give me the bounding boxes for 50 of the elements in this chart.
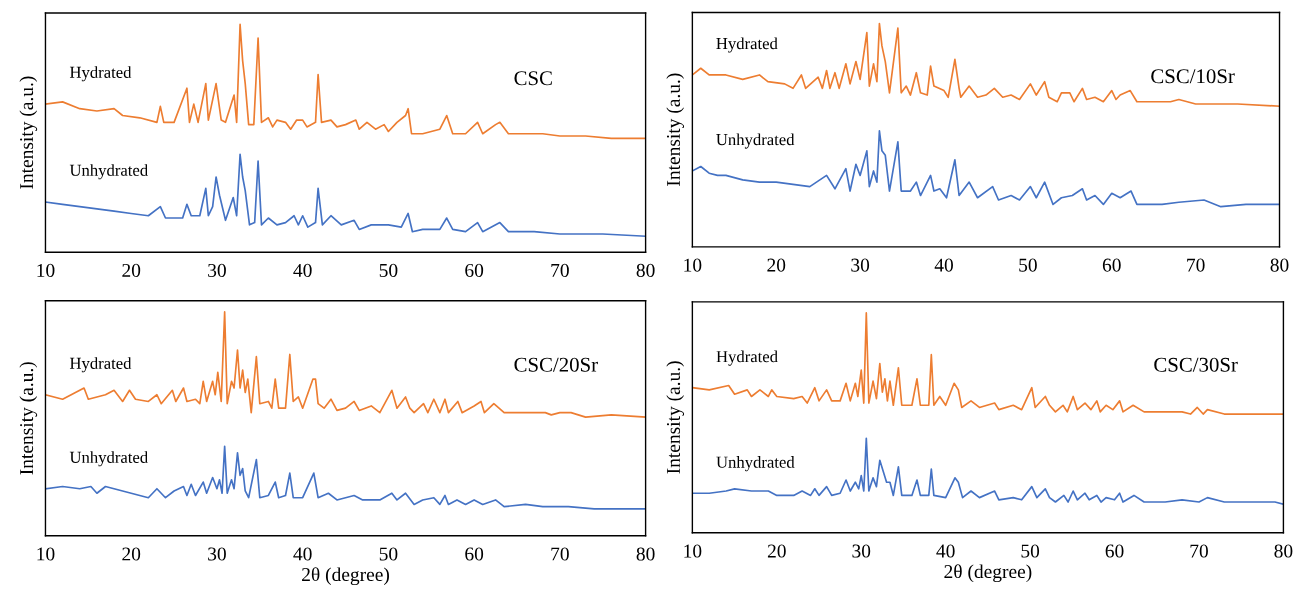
x-tick-label: 10	[684, 544, 702, 558]
x-tick-label: 50	[1021, 544, 1040, 558]
x-tick-label: 60	[1102, 258, 1121, 272]
y-axis-title: Intensity (a.u.)	[19, 362, 38, 475]
x-tick-label: 80	[1274, 544, 1293, 558]
series-label: Hydrated	[69, 66, 132, 82]
x-tick-label: 80	[636, 547, 655, 561]
x-tick-label: 30	[208, 547, 226, 561]
text: CSC	[514, 71, 552, 86]
x-tick-label: 20	[767, 544, 786, 558]
text: CSC/20Sr	[514, 357, 598, 372]
x-tick-label: 50	[379, 547, 398, 561]
x-tick-label: 10	[37, 547, 55, 561]
x-tick-label: 40	[936, 544, 955, 558]
x-tick-label: 40	[293, 263, 312, 277]
series-label: Hydrated	[69, 357, 132, 373]
x-tick-label: 40	[293, 547, 312, 561]
series-label: Unhydrated	[69, 451, 148, 467]
series-label: Hydrated	[716, 37, 778, 53]
series-label: Hydrated	[716, 350, 778, 366]
x-tick-label: 20	[767, 258, 786, 272]
x-tick-label: 80	[1270, 258, 1289, 272]
y-axis-title: Intensity (a.u.)	[666, 361, 685, 474]
x-axis-title: 2θ (degree)	[944, 564, 1032, 583]
x-axis-title: 2θ (degree)	[302, 567, 390, 586]
x-tick-label: 70	[1190, 544, 1208, 558]
x-tick-label: 30	[852, 544, 871, 558]
x-tick-label: 10	[37, 263, 55, 277]
x-tick-label: 70	[551, 547, 569, 561]
series-label: Unhydrated	[716, 456, 795, 472]
x-tick-label: 50	[379, 263, 398, 277]
text: CSC/10Sr	[1151, 69, 1235, 84]
x-tick-label: 20	[122, 263, 141, 277]
x-tick-label: 10	[684, 258, 702, 272]
x-tick-label: 60	[1105, 544, 1124, 558]
series-label: Unhydrated	[716, 133, 795, 149]
y-axis-title: Intensity (a.u.)	[666, 73, 685, 186]
x-tick-label: 30	[851, 258, 870, 272]
text: CSC/30Sr	[1154, 357, 1238, 372]
x-tick-label: 30	[208, 263, 226, 277]
x-tick-label: 80	[636, 263, 655, 277]
x-tick-label: 40	[934, 258, 953, 272]
x-tick-label: 70	[1187, 258, 1205, 272]
x-tick-label: 50	[1019, 258, 1037, 272]
series-label: Unhydrated	[69, 164, 148, 180]
x-tick-label: 20	[122, 547, 141, 561]
x-tick-label: 60	[465, 263, 484, 277]
x-tick-label: 70	[551, 263, 569, 277]
x-tick-label: 60	[465, 547, 484, 561]
y-axis-title: Intensity (a.u.)	[19, 76, 38, 189]
